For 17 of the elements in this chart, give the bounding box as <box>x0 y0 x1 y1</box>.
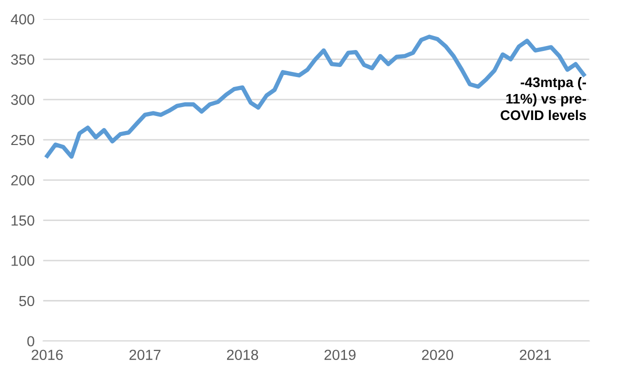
annotation: -43mtpa (- 11%) vs pre- COVID levels <box>500 76 586 120</box>
x-tick-label: 2019 <box>324 350 356 360</box>
x-tick-label: 2018 <box>227 350 258 360</box>
x-tick-label: 2021 <box>520 350 551 360</box>
x-tick-label: 2020 <box>422 350 454 360</box>
y-tick-label: 50 <box>19 296 34 306</box>
y-tick-label: 350 <box>11 54 34 65</box>
line-series <box>45 34 586 159</box>
x-tick-label: 2016 <box>32 350 63 360</box>
y-tick-label: 250 <box>11 134 34 146</box>
x-tick-label: 2017 <box>129 350 160 360</box>
y-tick-label: 150 <box>12 215 34 226</box>
y-tick-label: 300 <box>11 94 34 105</box>
y-tick-label: 200 <box>11 175 34 186</box>
y-tick-label: 100 <box>12 256 34 266</box>
y-tick-label: 400 <box>10 14 34 24</box>
y-tick-label: 0 <box>27 336 34 346</box>
